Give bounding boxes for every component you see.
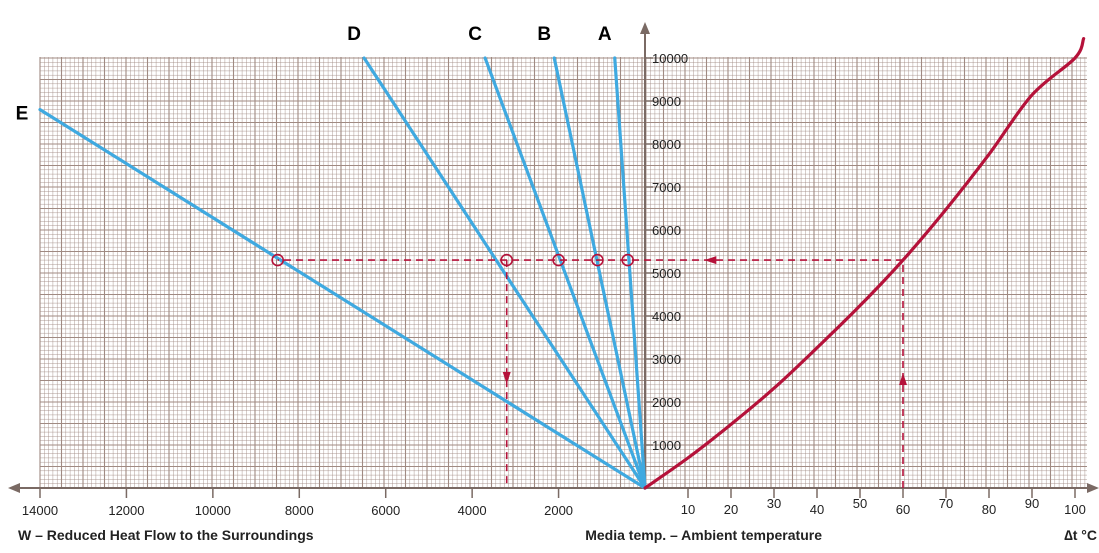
line-c xyxy=(483,56,647,490)
left-axis-tick-label: 4000 xyxy=(458,503,487,518)
grid xyxy=(39,57,1087,489)
line-label-c: C xyxy=(468,24,482,45)
line-label-a: A xyxy=(598,24,612,45)
down-arrow-icon xyxy=(502,372,511,384)
left-axis-tick-label: 2000 xyxy=(544,503,573,518)
y-axis-tick-label: 8000 xyxy=(652,137,681,152)
intersection-marker xyxy=(591,253,604,267)
y-axis-tick-label: 10000 xyxy=(652,51,688,66)
right-axis-tick-label: 80 xyxy=(982,502,996,517)
line-labels: A B C D E xyxy=(16,24,612,125)
line-d xyxy=(362,56,647,490)
line-label-d: D xyxy=(347,24,361,45)
line-label-e: E xyxy=(16,104,29,125)
y-axis-tick-label: 1000 xyxy=(652,438,681,453)
axes xyxy=(8,22,1099,498)
y-axis-tick-label: 3000 xyxy=(652,352,681,367)
line-b xyxy=(552,56,647,490)
line-e xyxy=(38,107,647,490)
temperature-curve-group xyxy=(643,37,1086,490)
intersection-marker xyxy=(621,253,635,267)
temperature-curve xyxy=(643,37,1086,490)
left-axis-tick-label: 8000 xyxy=(285,503,314,518)
intersection-marker xyxy=(500,253,514,267)
left-axis-tick-label: 12000 xyxy=(108,503,144,518)
y-axis-arrow xyxy=(640,22,650,34)
right-axis-tick-label: 30 xyxy=(767,496,781,511)
line-label-b: B xyxy=(537,24,551,45)
y-axis-tick-label: 5000 xyxy=(652,266,681,281)
right-axis-tick-label: 90 xyxy=(1025,496,1039,511)
y-axis-tick-label: 7000 xyxy=(652,180,681,195)
left-axis-tick-label: 10000 xyxy=(195,503,231,518)
series-lines xyxy=(38,56,647,490)
left-axis-tick-label: 14000 xyxy=(22,503,58,518)
left-arrow-icon xyxy=(704,256,717,265)
example-dashed-lines xyxy=(271,253,907,488)
right-axis-tick-label: 10 xyxy=(681,502,695,517)
right-axis-tick-label: 40 xyxy=(810,502,824,517)
intersection-marker xyxy=(552,253,565,267)
y-axis-tick-label: 6000 xyxy=(652,223,681,238)
right-axis-tick-label: 50 xyxy=(853,496,867,511)
x-axis-right-arrow xyxy=(1087,483,1099,493)
y-axis-tick-label: 9000 xyxy=(652,94,681,109)
up-arrow-icon xyxy=(899,373,907,385)
line-a xyxy=(613,56,647,490)
right-axis-tick-label: 100 xyxy=(1064,502,1086,517)
right-axis-unit: ∆t °C xyxy=(1064,527,1097,543)
right-axis-title: Media temp. – Ambient temperature xyxy=(585,527,822,543)
y-axis-tick-label: 4000 xyxy=(652,309,681,324)
right-axis-tick-label: 70 xyxy=(939,496,953,511)
x-axis-left-arrow xyxy=(8,483,20,493)
intersection-marker xyxy=(271,253,284,267)
grid-major-lines xyxy=(39,57,1087,489)
right-axis-tick-label: 60 xyxy=(896,502,910,517)
left-axis-tick-label: 6000 xyxy=(371,503,400,518)
y-axis-tick-label: 2000 xyxy=(652,395,681,410)
right-axis-tick-label: 20 xyxy=(724,502,738,517)
tick-labels: 14000 12000 10000 8000 6000 4000 2000 10 20 30 40 5… xyxy=(22,51,1086,518)
left-axis-title: W – Reduced Heat Flow to the Surrounding… xyxy=(18,527,314,543)
